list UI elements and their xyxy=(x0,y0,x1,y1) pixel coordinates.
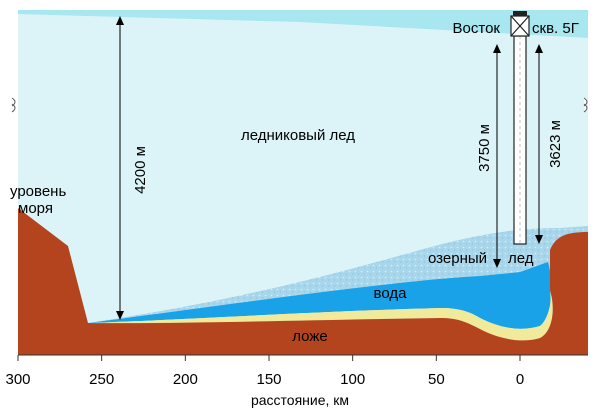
borehole-depth-arrow-bottom xyxy=(535,235,543,244)
bed-label: ложе xyxy=(292,328,327,345)
lake-ice-label-word1: озерный xyxy=(428,250,487,267)
ice-thickness-label: 4200 м xyxy=(132,146,149,194)
station-label: Восток xyxy=(453,20,501,37)
lake-ice-depth-arrow-top xyxy=(493,44,501,53)
bedrock xyxy=(18,208,588,355)
ice-surface-band xyxy=(18,10,588,38)
sediment-layer xyxy=(88,290,553,341)
right-break-mark xyxy=(583,97,588,113)
water-label: вода xyxy=(374,285,408,302)
sea-level-label-line2: моря xyxy=(18,200,53,217)
lake-ice-label-word2: лед xyxy=(508,250,534,267)
axis-tick-label: 300 xyxy=(5,371,30,388)
axis-tick-label: 250 xyxy=(89,371,114,388)
ice-thickness-arrow-top xyxy=(116,16,124,25)
axis-tick-label: 100 xyxy=(340,371,365,388)
glacier-ice-label: ледниковый лед xyxy=(241,127,355,144)
ice-thickness-arrow-bottom xyxy=(116,311,124,320)
station-roof xyxy=(513,11,527,16)
sea-level-label-line1: уровень xyxy=(10,183,66,200)
lake-ice-depth-arrow-bottom xyxy=(493,259,501,268)
axis-tick-label: 0 xyxy=(516,371,524,388)
left-break-mark xyxy=(11,97,16,113)
borehole-depth-label: 3623 м xyxy=(547,120,564,168)
station-marker-cross-b xyxy=(510,15,530,37)
borehole-label: скв. 5Г xyxy=(532,20,579,37)
lake-water xyxy=(88,262,552,329)
axis-tick-label: 200 xyxy=(173,371,198,388)
borehole-depth-arrow-top xyxy=(535,44,543,53)
distance-axis-label: расстояние, км xyxy=(251,392,349,408)
axis-tick-label: 50 xyxy=(428,371,445,388)
lake-ice-depth-label: 3750 м xyxy=(476,124,493,172)
lake-ice xyxy=(88,226,588,323)
distance-axis-ticks: 300 250 200 150 100 50 0 xyxy=(5,355,524,388)
axis-tick-label: 150 xyxy=(256,371,281,388)
